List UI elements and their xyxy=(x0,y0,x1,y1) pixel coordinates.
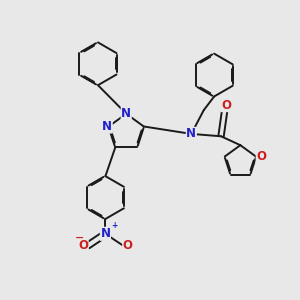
Text: O: O xyxy=(78,239,88,252)
Text: N: N xyxy=(100,227,110,240)
Text: −: − xyxy=(75,233,85,243)
Text: N: N xyxy=(186,128,196,140)
Text: N: N xyxy=(121,107,131,120)
Text: N: N xyxy=(102,120,112,133)
Text: O: O xyxy=(256,150,266,163)
Text: O: O xyxy=(123,239,133,252)
Text: O: O xyxy=(221,99,231,112)
Text: +: + xyxy=(111,221,117,230)
